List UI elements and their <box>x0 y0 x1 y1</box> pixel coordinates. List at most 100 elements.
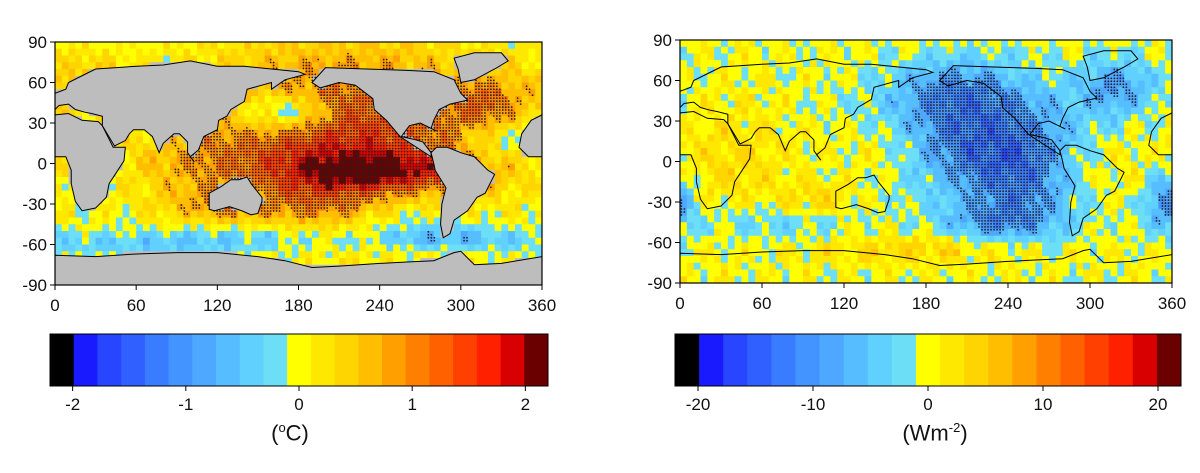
stipple-dot <box>406 189 409 192</box>
stipple-dot <box>418 162 421 165</box>
stipple-dot <box>385 129 388 132</box>
heatmap-cell <box>95 210 103 219</box>
stipple-dot <box>445 112 448 114</box>
stipple-dot <box>284 150 287 153</box>
stipple-dot <box>350 97 352 100</box>
stipple-dot <box>448 129 451 132</box>
stipple-dot <box>296 192 299 195</box>
heatmap-cell <box>88 62 97 70</box>
stipple-dot <box>305 171 308 174</box>
heatmap-cell <box>420 204 428 212</box>
stipple-dot <box>272 153 275 156</box>
stipple-dot <box>317 174 320 177</box>
stipple-dot <box>361 103 364 105</box>
stipple-dot <box>498 118 501 120</box>
stipple-dot <box>361 180 364 183</box>
stipple-dot <box>222 153 224 156</box>
heatmap-cell <box>257 55 266 63</box>
stipple-dot <box>332 171 335 174</box>
stipple-dot <box>168 183 171 186</box>
stipple-dot <box>326 165 329 168</box>
heatmap-cell <box>61 75 70 84</box>
stipple-dot <box>388 67 391 70</box>
heatmap-cell <box>298 183 306 192</box>
heatmap-cell <box>325 42 333 50</box>
heatmap-cell <box>61 197 70 205</box>
heatmap-cell <box>257 82 266 90</box>
heatmap-cell <box>142 237 151 246</box>
stipple-dot <box>451 141 454 144</box>
stipple-dot <box>353 171 355 174</box>
heatmap-cell <box>427 48 435 57</box>
stipple-dot <box>308 138 311 141</box>
heatmap-cell <box>345 231 354 239</box>
heatmap-cell <box>230 217 239 225</box>
stipple-dot <box>263 159 266 162</box>
stipple-dot <box>344 177 346 180</box>
stipple-dot <box>263 171 266 174</box>
stipple-dot <box>269 162 272 165</box>
heatmap-cell <box>345 258 354 266</box>
stipple-dot <box>278 165 281 168</box>
stipple-dot <box>275 156 278 159</box>
stipple-dot <box>391 129 394 132</box>
stipple-dot <box>347 177 349 180</box>
stipple-dot <box>457 118 460 120</box>
stipple-dot <box>216 168 218 171</box>
stipple-dot <box>394 165 397 168</box>
heatmap-cell <box>68 190 76 198</box>
stipple-dot <box>367 118 370 120</box>
heatmap-cell <box>109 197 117 205</box>
stipple-dot <box>335 103 338 105</box>
stipple-dot <box>311 141 314 144</box>
heatmap-cell <box>149 204 158 212</box>
stipple-dot <box>299 79 302 82</box>
heatmap-cell <box>278 42 286 50</box>
stipple-dot <box>442 109 445 111</box>
stipple-dot <box>388 135 391 138</box>
heatmap-cell <box>535 55 542 63</box>
stipple-dot <box>338 132 340 135</box>
heatmap-cell <box>420 42 428 50</box>
heatmap-cell <box>244 143 252 151</box>
stipple-dot <box>448 135 451 138</box>
stipple-dot <box>347 141 349 144</box>
stipple-dot <box>391 165 394 168</box>
stipple-dot <box>335 138 338 141</box>
stipple-dot <box>385 183 388 186</box>
heatmap-cell <box>237 224 245 232</box>
heatmap-cell <box>535 69 542 77</box>
heatmap-cell <box>339 55 347 63</box>
heatmap-cell <box>339 190 347 198</box>
heatmap-cell <box>217 116 225 124</box>
stipple-dot <box>293 165 296 168</box>
stipple-dot <box>367 186 370 189</box>
stipple-dot <box>424 183 427 186</box>
stipple-dot <box>436 141 439 144</box>
stipple-dot <box>442 186 445 189</box>
heatmap-cell <box>366 42 374 50</box>
stipple-dot <box>317 91 320 94</box>
stipple-dot <box>302 67 305 70</box>
stipple-dot <box>278 168 281 171</box>
stipple-dot <box>427 138 430 141</box>
stipple-dot <box>356 94 358 97</box>
stipple-dot <box>329 171 332 174</box>
heatmap-cell <box>169 244 178 252</box>
stipple-dot <box>275 195 278 198</box>
stipple-dot <box>457 135 460 138</box>
stipple-dot <box>370 186 373 189</box>
stipple-dot <box>296 135 299 138</box>
heatmap-cell <box>487 75 496 84</box>
stipple-dot <box>329 144 332 147</box>
heatmap-cell <box>305 55 313 63</box>
heatmap-cell <box>372 48 381 57</box>
stipple-dot <box>412 192 415 195</box>
heatmap-cell <box>163 55 171 63</box>
heatmap-cell <box>366 129 374 138</box>
stipple-dot <box>302 61 305 64</box>
heatmap-cell <box>197 42 205 50</box>
stipple-dot <box>454 138 457 141</box>
stipple-dot <box>329 88 332 91</box>
